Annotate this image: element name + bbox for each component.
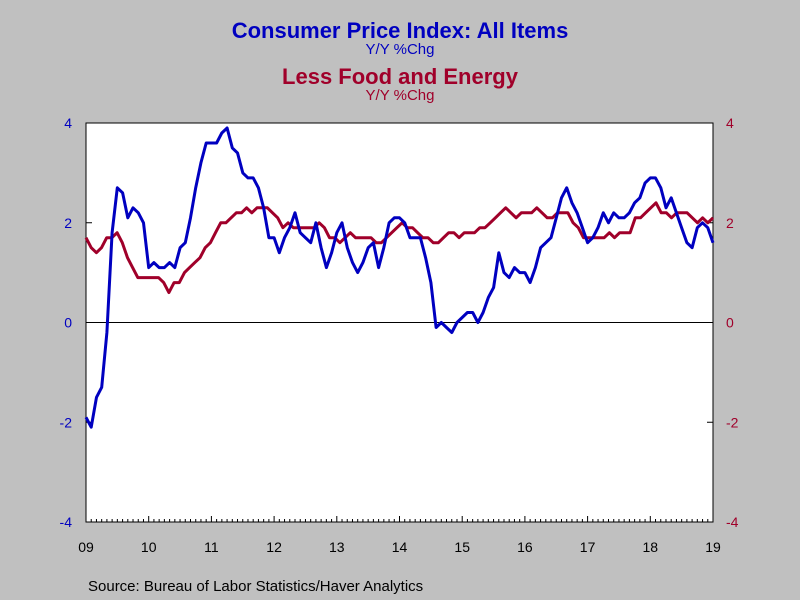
x-tick-label: 19 [705,539,721,555]
x-tick-label: 17 [580,539,596,555]
chart-subtitle-series-2: Y/Y %Chg [365,87,435,104]
y-tick-label-left: 4 [64,115,72,131]
x-tick-label: 15 [454,539,470,555]
series-line-core [84,201,715,295]
y-tick-label-left: -4 [60,514,73,530]
y-tick-label-left: -2 [60,414,73,430]
y-tick-label-right: 4 [726,115,734,131]
y-tick-label-left: 0 [64,315,72,331]
x-tick-label: 11 [204,539,219,555]
x-tick-label: 13 [329,539,345,555]
x-tick-label: 10 [141,539,157,555]
x-tick-label: 12 [266,539,282,555]
x-tick-label: 16 [517,539,533,555]
x-tick-label: 09 [78,539,94,555]
y-tick-label-right: 2 [726,215,734,231]
chart-title-series-2: Less Food and Energy [282,64,518,89]
series-line-cpi [84,126,715,429]
x-tick-label: 18 [643,539,659,555]
chart-subtitle-series-1: Y/Y %Chg [365,41,435,58]
y-tick-label-left: 2 [64,215,72,231]
y-tick-label-right: -2 [726,414,739,430]
chart-title-series-1: Consumer Price Index: All Items [231,18,569,43]
x-tick-label: 14 [392,539,408,555]
y-tick-label-right: 0 [726,315,734,331]
source-note: Source: Bureau of Labor Statistics/Haver… [88,578,424,595]
y-tick-label-right: -4 [726,514,739,530]
